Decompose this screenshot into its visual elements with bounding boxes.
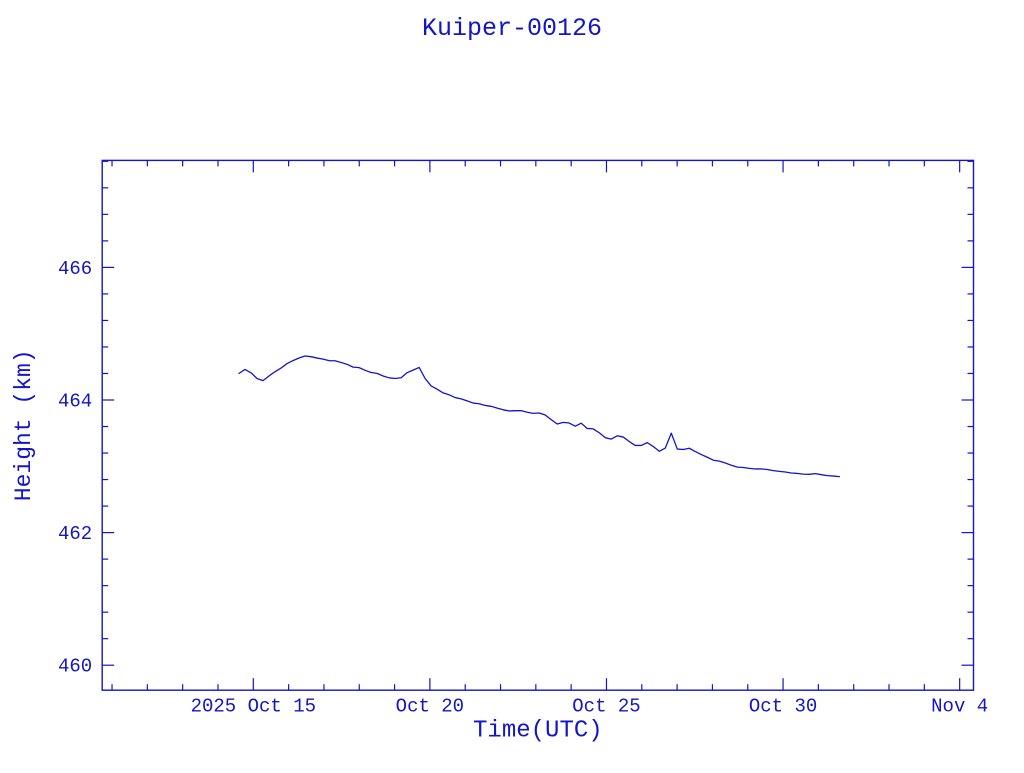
svg-text:Nov 4: Nov 4: [931, 696, 988, 718]
svg-text:460: 460: [58, 656, 92, 678]
svg-text:Height (km): Height (km): [11, 349, 37, 501]
svg-text:462: 462: [58, 523, 92, 545]
svg-text:Oct 20: Oct 20: [396, 696, 464, 718]
svg-text:Time(UTC): Time(UTC): [473, 718, 603, 745]
svg-text:Kuiper-00126: Kuiper-00126: [422, 14, 602, 43]
svg-text:464: 464: [58, 391, 92, 413]
svg-text:Oct 30: Oct 30: [749, 696, 817, 718]
svg-text:Oct 25: Oct 25: [572, 696, 640, 718]
svg-text:2025 Oct 15: 2025 Oct 15: [191, 696, 316, 718]
svg-text:466: 466: [58, 258, 92, 280]
